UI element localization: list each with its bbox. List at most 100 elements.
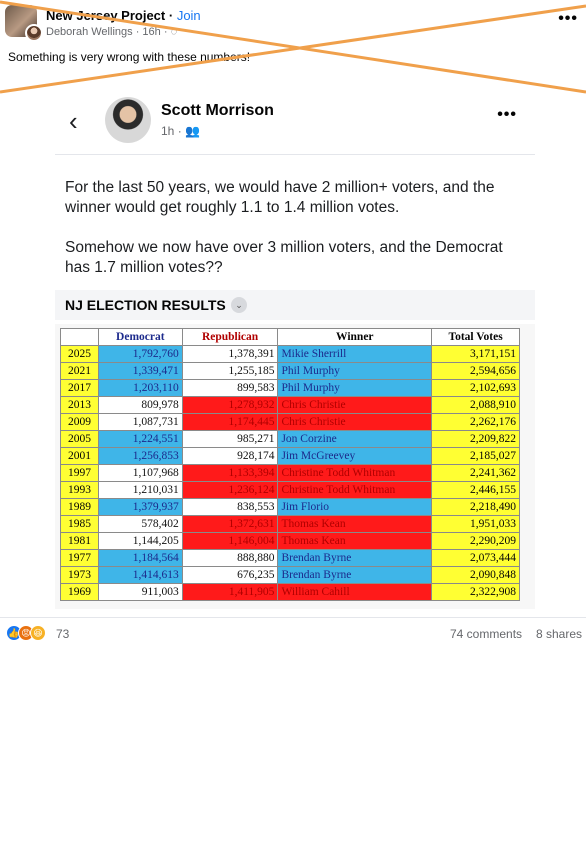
cell-total: 2,073,444 [431, 549, 520, 567]
shared-more-icon: ••• [497, 106, 517, 123]
cell-winner: Thomas Kean [277, 532, 433, 550]
cell-democrat: 1,414,613 [97, 566, 183, 584]
shared-post-time: 1h · 👥 [161, 124, 200, 138]
cell-winner: Christine Todd Whitman [277, 481, 433, 499]
cell-total: 2,209,822 [431, 430, 520, 448]
cell-year: 2021 [60, 362, 99, 380]
table-row: 2001 1,256,853 928,174 Jim McGreevey 2,185,0… [60, 447, 520, 465]
table-row: 1981 1,144,205 1,146,004 Thomas Kean 2,290,2… [60, 532, 520, 550]
header-republican: Republican [181, 328, 279, 346]
cell-democrat: 1,379,937 [97, 498, 183, 516]
table-row: 1989 1,379,937 838,553 Jim Florio 2,218,490 [60, 498, 520, 516]
header-total: Total Votes [431, 328, 520, 346]
table-row: 2009 1,087,731 1,174,445 Chris Christie 2,26… [60, 413, 520, 431]
cell-year: 2017 [60, 379, 99, 397]
comments-count[interactable]: 74 comments [450, 627, 523, 641]
globe-icon: ◌ [170, 26, 178, 38]
group-name-link[interactable]: New Jersey Project [46, 8, 166, 23]
cell-democrat: 809,978 [97, 396, 183, 414]
shares-count[interactable]: 8 shares [536, 627, 583, 641]
cell-total: 2,090,848 [431, 566, 520, 584]
cell-year: 1993 [60, 481, 99, 499]
cell-total: 2,241,362 [431, 464, 520, 482]
post-header: New Jersey Project · Join Deborah Wellin… [0, 0, 586, 44]
author-avatar[interactable] [25, 24, 43, 42]
cell-republican: 1,133,394 [181, 464, 279, 482]
cell-winner: William Cahill [277, 583, 433, 601]
shared-screenshot[interactable]: ‹ Scott Morrison 1h · 👥 ••• For the last… [55, 90, 535, 615]
table-row: 2017 1,203,110 899,583 Phil Murphy 2,102,693 [60, 379, 520, 397]
cell-republican: 888,880 [181, 549, 279, 567]
shared-paragraph-1: For the last 50 years, we would have 2 m… [65, 179, 495, 216]
join-link[interactable]: Join [176, 8, 201, 23]
table-row: 1969 911,003 1,411,905 William Cahill 2,322,… [60, 583, 520, 601]
cell-democrat: 911,003 [97, 583, 183, 601]
table-body: 2025 1,792,760 1,378,391 Mikie Sherrill 3,17… [60, 345, 520, 601]
cell-total: 1,951,033 [431, 515, 520, 533]
cell-winner: Chris Christie [277, 413, 433, 431]
shared-author-name: Scott Morrison [161, 102, 274, 119]
cell-total: 2,262,176 [431, 413, 520, 431]
cell-republican: 838,553 [181, 498, 279, 516]
cell-republican: 1,378,391 [181, 345, 279, 363]
table-row: 1997 1,107,968 1,133,394 Christine Todd Whi… [60, 464, 520, 482]
header-year [60, 328, 99, 346]
cell-year: 1981 [60, 532, 99, 550]
post-caption: Something is very wrong with these numbe… [8, 50, 251, 64]
table-row: 2005 1,224,551 985,271 Jon Corzine 2,209,822 [60, 430, 520, 448]
cell-year: 1973 [60, 566, 99, 584]
cell-republican: 1,174,445 [181, 413, 279, 431]
cell-democrat: 1,087,731 [97, 413, 183, 431]
cell-year: 2005 [60, 430, 99, 448]
shared-paragraph-2: Somehow we now have over 3 million voter… [65, 239, 503, 276]
cell-total: 2,088,910 [431, 396, 520, 414]
friends-icon: 👥 [185, 124, 200, 138]
election-table: Democrat Republican Winner Total Votes 2… [60, 328, 520, 601]
cell-democrat: 1,256,853 [97, 447, 183, 465]
cell-year: 2009 [60, 413, 99, 431]
cell-winner: Phil Murphy [277, 362, 433, 380]
reaction-count[interactable]: 73 [56, 627, 70, 641]
table-row: 2021 1,339,471 1,255,185 Phil Murphy 2,594,6… [60, 362, 520, 380]
cell-republican: 1,255,185 [181, 362, 279, 380]
back-arrow-icon: ‹ [69, 106, 78, 136]
post-time[interactable]: 16h [142, 26, 161, 38]
cell-winner: Jim Florio [277, 498, 433, 516]
table-header-row: Democrat Republican Winner Total Votes [60, 328, 520, 346]
cell-winner: Christine Todd Whitman [277, 464, 433, 482]
cell-republican: 1,411,905 [181, 583, 279, 601]
cell-republican: 676,235 [181, 566, 279, 584]
results-title: NJ ELECTION RESULTS [65, 297, 226, 313]
cell-year: 2013 [60, 396, 99, 414]
more-icon[interactable]: ••• [558, 10, 578, 27]
cell-republican: 985,271 [181, 430, 279, 448]
cell-winner: Chris Christie [277, 396, 433, 414]
cell-total: 2,102,693 [431, 379, 520, 397]
cell-democrat: 1,107,968 [97, 464, 183, 482]
results-header: NJ ELECTION RESULTS ⌄ [55, 290, 535, 320]
cell-republican: 1,236,124 [181, 481, 279, 499]
cell-total: 2,185,027 [431, 447, 520, 465]
cell-democrat: 578,402 [97, 515, 183, 533]
cell-winner: Jim McGreevey [277, 447, 433, 465]
author-link[interactable]: Deborah Wellings [46, 26, 133, 38]
divider [55, 154, 535, 155]
header-democrat: Democrat [97, 328, 183, 346]
cell-winner: Mikie Sherrill [277, 345, 433, 363]
cell-year: 1989 [60, 498, 99, 516]
cell-republican: 1,278,932 [181, 396, 279, 414]
cell-democrat: 1,792,760 [97, 345, 183, 363]
cell-republican: 899,583 [181, 379, 279, 397]
cell-year: 1969 [60, 583, 99, 601]
cell-total: 2,322,908 [431, 583, 520, 601]
post-meta: Deborah Wellings · 16h · ◌ [46, 26, 178, 38]
table-row: 2013 809,978 1,278,932 Chris Christie 2,088,… [60, 396, 520, 414]
cell-republican: 1,146,004 [181, 532, 279, 550]
cell-democrat: 1,203,110 [97, 379, 183, 397]
group-line: New Jersey Project · Join [46, 8, 201, 23]
cell-winner: Brendan Byrne [277, 549, 433, 567]
cell-winner: Thomas Kean [277, 515, 433, 533]
cell-republican: 928,174 [181, 447, 279, 465]
cell-democrat: 1,339,471 [97, 362, 183, 380]
chevron-down-icon: ⌄ [231, 297, 247, 313]
